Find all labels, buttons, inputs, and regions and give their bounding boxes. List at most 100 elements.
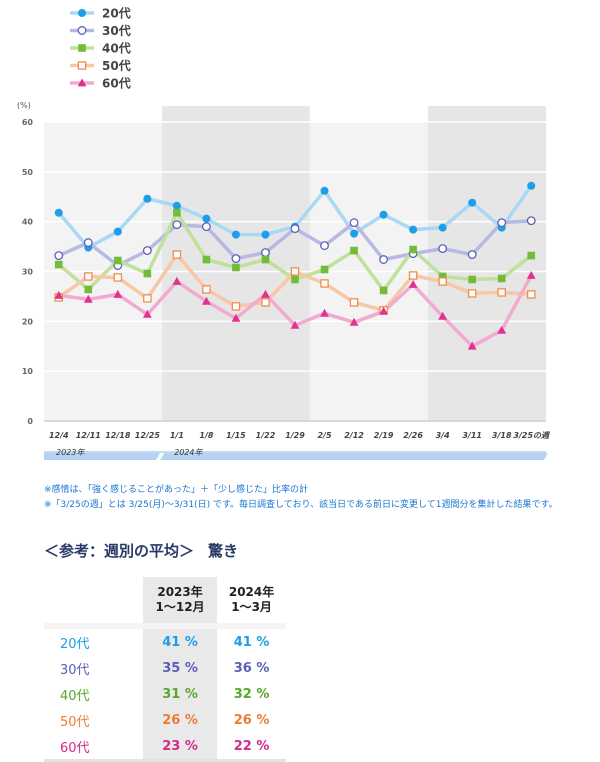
- data-point-1-8: [290, 224, 300, 234]
- legend-marker: [77, 61, 87, 70]
- data-point-4-3: [142, 309, 152, 318]
- legend-label: 40代: [102, 41, 131, 56]
- value-2023: 41 %: [143, 626, 218, 655]
- data-point-1-9: [320, 241, 329, 251]
- x-tick-label: 2/19: [374, 431, 394, 440]
- data-point-2-5: [202, 255, 211, 264]
- data-point-1-5: [201, 222, 211, 232]
- table-row: 30代 35 % 36 %: [44, 655, 286, 681]
- value-2024: 41 %: [233, 634, 270, 650]
- data-point-1-4: [172, 220, 182, 230]
- data-point-2-15: [497, 274, 506, 283]
- year-label: 2023年: [56, 448, 85, 457]
- x-tick-label: 12/25: [135, 431, 161, 440]
- note-definition: ※感情は、「強く感じることがあった」＋「少し感じた」比率の計: [44, 485, 309, 495]
- column-header-2024: 2024年 1～3月: [217, 577, 286, 629]
- data-point-4-13: [438, 311, 448, 320]
- data-point-4-9: [320, 308, 329, 317]
- row-label: 20代: [44, 626, 143, 655]
- data-point-3-9: [320, 279, 329, 288]
- data-point-0-0: [54, 208, 63, 217]
- data-point-3-10: [349, 298, 359, 307]
- data-point-2-11: [379, 286, 388, 295]
- data-point-0-6: [231, 230, 240, 239]
- data-point-1-16: [526, 216, 536, 226]
- table-row: 40代 31 % 32 %: [44, 681, 286, 707]
- data-point-2-10: [350, 246, 358, 255]
- row-label: 60代: [44, 733, 143, 762]
- data-point-3-12: [408, 271, 418, 280]
- data-point-2-16: [527, 251, 536, 260]
- data-point-0-4: [172, 201, 181, 210]
- data-point-1-1: [83, 238, 93, 248]
- data-point-1-10: [349, 218, 359, 228]
- data-point-0-13: [438, 223, 447, 232]
- data-point-3-6: [231, 302, 241, 311]
- table-body: 20代 41 % 41 % 30代 35 % 36 % 40代 31 % 32 % 50代 26 %…: [44, 626, 286, 762]
- data-point-4-15: [497, 325, 507, 334]
- legend-marker: [78, 44, 86, 52]
- data-point-4-0: [54, 290, 64, 299]
- x-tick-label: 12/18: [105, 431, 131, 440]
- data-point-2-1: [84, 285, 93, 294]
- data-point-0-9: [320, 186, 329, 195]
- x-tick-label: 3/11: [462, 431, 482, 440]
- value-2023: 23 %: [143, 733, 218, 762]
- data-point-2-2: [114, 256, 122, 265]
- data-point-4-12: [408, 279, 418, 288]
- x-tick-label: 2/12: [344, 431, 364, 440]
- value-2023: 31 %: [143, 681, 218, 707]
- legend-marker: [77, 78, 87, 87]
- data-point-3-5: [202, 285, 211, 294]
- y-tick-label: 30: [22, 268, 34, 277]
- data-point-3-4: [172, 250, 182, 259]
- x-axis: 12/4 12/11 12/18 12/25 1/1 1/8 1/15 1/22 1/29 2/5…: [49, 431, 550, 440]
- data-point-4-2: [113, 289, 123, 298]
- x-tick-label: 2/5: [317, 431, 331, 440]
- legend-label: 20代: [102, 6, 131, 21]
- data-point-4-6: [231, 313, 241, 322]
- weekly-average-table: 2023年 1～12月 2024年 1～3月 20代 41 % 41 % 30代 35 …: [44, 577, 286, 762]
- table-corner: [44, 577, 143, 629]
- data-point-3-15: [497, 288, 506, 297]
- data-point-3-14: [467, 289, 477, 298]
- data-point-1-7: [261, 248, 270, 258]
- data-point-2-9: [320, 265, 329, 274]
- table-row: 60代 23 % 22 %: [44, 733, 286, 762]
- x-tick-label: 1/8: [199, 431, 213, 440]
- x-tick-label: 3/4: [436, 431, 450, 440]
- x-tick-label: 3/18: [492, 431, 512, 440]
- data-point-2-14: [468, 275, 476, 284]
- data-point-2-6: [232, 263, 240, 272]
- data-point-4-1: [83, 294, 93, 303]
- data-point-4-7: [261, 289, 270, 298]
- series-markers: [54, 181, 536, 350]
- x-tick-label: 12/4: [49, 431, 69, 440]
- data-point-0-14: [468, 198, 477, 207]
- data-point-1-14: [467, 250, 477, 260]
- year-bar-2023: [44, 453, 161, 460]
- y-tick-label: 10: [22, 367, 34, 376]
- data-point-2-8: [291, 275, 299, 284]
- legend-marker: [78, 9, 86, 17]
- table-header-row: 2023年 1～12月 2024年 1～3月: [44, 577, 286, 629]
- reference-subtitle: 驚き: [208, 542, 239, 560]
- data-point-4-14: [467, 341, 477, 350]
- chart-legend: 20代 30代 40代 50代 60代: [70, 6, 131, 91]
- y-tick-label: 50: [22, 168, 34, 177]
- value-2023: 26 %: [143, 707, 218, 733]
- data-point-2-3: [143, 269, 152, 278]
- data-point-1-0: [54, 251, 64, 261]
- y-axis-unit: (%): [17, 101, 31, 110]
- y-tick-label: 20: [22, 317, 34, 326]
- data-point-2-0: [54, 260, 63, 269]
- data-point-3-3: [143, 294, 152, 303]
- data-point-4-10: [349, 317, 359, 326]
- data-point-4-8: [290, 320, 300, 329]
- data-point-1-15: [497, 218, 507, 228]
- y-tick-label: 40: [22, 218, 34, 227]
- row-label: 40代: [44, 681, 143, 707]
- data-point-1-11: [379, 255, 389, 264]
- data-point-2-7: [261, 255, 270, 264]
